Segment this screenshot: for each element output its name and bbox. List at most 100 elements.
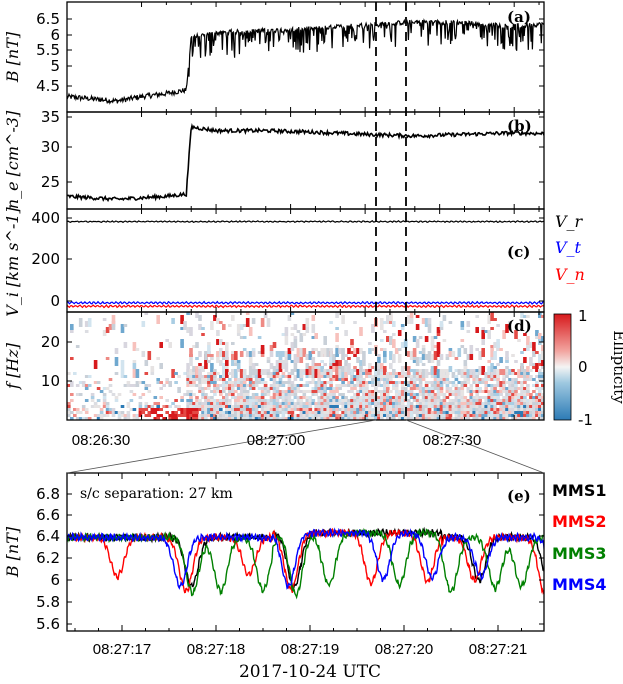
spectrogram-cell <box>466 390 471 393</box>
spectrogram-cell <box>415 396 420 399</box>
spectrogram-cell <box>520 363 524 372</box>
spectrogram-cell <box>225 405 229 408</box>
spectrogram-cell <box>451 405 456 408</box>
spectrogram-cell <box>448 390 453 393</box>
spectrogram-cell <box>526 348 530 351</box>
spectrogram-cell <box>365 408 369 411</box>
spectrogram-cell <box>290 333 295 336</box>
spectrogram-cell <box>138 381 143 384</box>
spectrogram-cell <box>350 414 354 417</box>
spectrogram-cell <box>323 393 327 396</box>
spectrogram-cell <box>93 405 98 408</box>
spectrogram-cell <box>144 384 149 387</box>
spectrogram-cell <box>302 408 307 411</box>
spectrogram-cell <box>290 360 295 363</box>
spectrogram-cell <box>511 354 515 357</box>
spectrogram-cell <box>147 384 152 387</box>
spectrogram-cell <box>412 387 417 390</box>
spectrogram-cell <box>493 405 497 408</box>
spectrogram-cell <box>389 396 393 399</box>
spectrogram-cell <box>192 417 196 420</box>
spectrogram-cell <box>442 381 447 384</box>
spectrogram-cell <box>293 378 298 381</box>
spectrogram-cell <box>499 381 503 384</box>
spectrogram-cell <box>81 417 86 420</box>
spectrogram-cell <box>389 390 393 393</box>
spectrogram-cell <box>320 366 324 372</box>
spectrogram-cell <box>418 375 423 378</box>
spectrogram-cell <box>478 351 482 360</box>
spectrogram-cell <box>469 369 474 375</box>
spectrogram-cell <box>323 348 327 357</box>
spectrogram-cell <box>195 414 199 417</box>
spectrogram-cell <box>406 366 411 375</box>
spectrogram-cell <box>353 399 357 402</box>
spectrogram-cell <box>332 411 336 414</box>
spectrogram-cell <box>430 399 435 402</box>
spectrogram-cell <box>412 369 417 375</box>
spectrogram-cell <box>260 408 265 411</box>
spectrogram-cell <box>174 414 178 417</box>
spectrogram-cell <box>460 417 465 420</box>
spectrogram-cell <box>353 354 357 357</box>
spectrogram-cell <box>219 375 223 378</box>
spectrogram-cell <box>338 399 342 402</box>
spectrogram-cell <box>472 396 476 399</box>
spectrogram-cell <box>78 318 83 327</box>
spectrogram-cell <box>207 414 211 417</box>
spectrogram-cell <box>350 399 354 402</box>
spectrogram-cell <box>359 384 363 387</box>
spectrogram-cell <box>493 342 497 348</box>
spectrogram-cell <box>272 405 277 408</box>
spectrogram-cell <box>475 327 479 333</box>
spectrogram-cell <box>523 357 527 363</box>
spectrogram-cell <box>323 384 327 387</box>
spectrogram-cell <box>293 390 298 393</box>
spectrogram-cell <box>472 411 476 414</box>
spectrogram-cell <box>132 384 137 387</box>
spectrogram-cell <box>460 393 465 396</box>
spectrogram-cell <box>421 345 426 348</box>
spectrogram-cell <box>320 417 324 420</box>
spectrogram-cell <box>424 318 429 327</box>
spectrogram-cell <box>201 387 205 390</box>
spectrogram-cell <box>415 324 420 330</box>
spectrogram-cell <box>168 417 172 420</box>
spectrogram-cell <box>231 396 235 399</box>
spectrogram-cell <box>242 399 247 402</box>
spectrogram-cell <box>183 321 187 330</box>
spectrogram-cell <box>433 375 438 378</box>
spectrogram-cell <box>254 384 259 387</box>
spectrogram-cell <box>353 366 357 369</box>
spectrogram-cell <box>213 384 217 387</box>
spectrogram-cell <box>466 414 471 417</box>
spectrogram-cell <box>490 405 494 408</box>
spectrogram-cell <box>538 336 542 345</box>
spectrogram-cell <box>198 399 202 402</box>
spectrogram-cell <box>192 372 196 375</box>
spectrogram-cell <box>326 393 330 396</box>
spectrogram-cell <box>338 360 342 366</box>
spectrogram-cell <box>153 396 158 399</box>
spectrogram-cell <box>523 399 527 402</box>
spectrogram-cell <box>517 369 521 378</box>
spectrogram-cell <box>487 408 491 411</box>
spectrogram-cell <box>287 399 292 402</box>
spectrogram-cell <box>442 408 447 411</box>
spectrogram-cell <box>210 417 214 420</box>
spectrogram-cell <box>457 393 462 396</box>
spectrogram-cell <box>96 381 101 384</box>
spectrogram-cell <box>421 396 426 399</box>
spectrogram-cell <box>281 417 286 420</box>
spectrogram-cell <box>105 408 110 411</box>
spectrogram-cell <box>377 378 381 381</box>
spectrogram-cell <box>368 372 372 375</box>
spectrogram-cell <box>415 405 420 408</box>
spectrogram-cell <box>439 414 444 417</box>
spectrogram-cell <box>415 408 420 411</box>
spectrogram-cell <box>362 381 366 384</box>
spectrogram-cell <box>427 372 432 375</box>
spectrogram-cell <box>210 408 214 411</box>
spectrogram-cell <box>454 414 459 417</box>
spectrogram-cell <box>400 366 405 375</box>
